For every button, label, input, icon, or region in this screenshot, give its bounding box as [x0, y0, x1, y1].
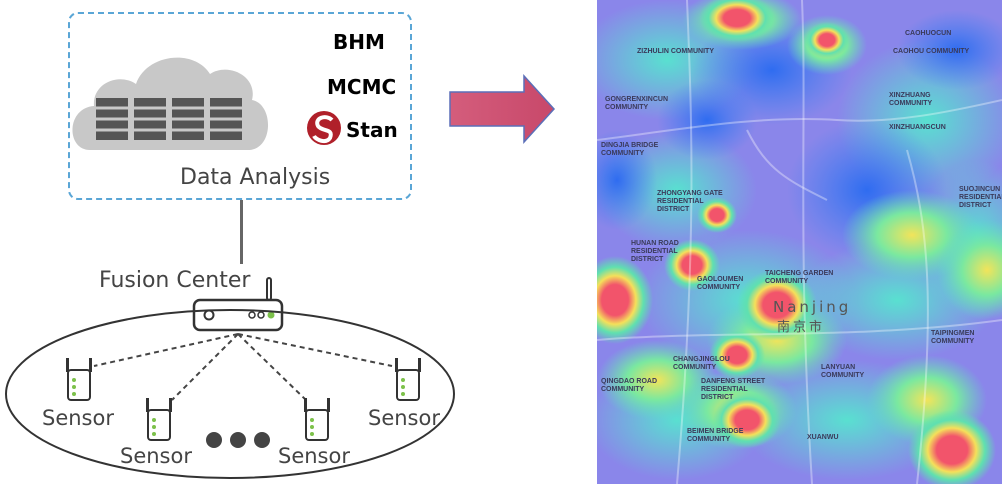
- tool-bhm: BHM: [333, 30, 385, 54]
- map-label: ZIZHULIN COMMUNITY: [637, 48, 714, 55]
- map-label: XUANWU: [807, 434, 839, 441]
- map-label: LANYUAN COMMUNITY: [821, 364, 865, 379]
- sensor-label: Sensor: [368, 406, 440, 430]
- map-label: GONGRENXINCUN COMMUNITY: [605, 96, 669, 111]
- cloud-icon: [72, 57, 269, 150]
- sensor-label: Sensor: [120, 444, 192, 468]
- map-label: CAOHOU COMMUNITY: [893, 48, 970, 55]
- sensor-icon: [146, 398, 172, 441]
- map-label: TAIPINGMEN COMMUNITY: [931, 330, 975, 345]
- sensor-icon: [304, 398, 330, 441]
- data-analysis-label: Data Analysis: [180, 165, 331, 190]
- map-label: DANFENG STREET RESIDENTIAL DISTRICT: [701, 378, 766, 401]
- map-label: BEIMEN BRIDGE COMMUNITY: [687, 428, 744, 443]
- stan-logo-icon: [307, 111, 341, 145]
- map-label: SUOJINCUN RESIDENTIAL DISTRICT: [959, 186, 1002, 209]
- router-icon: [192, 277, 284, 332]
- arrow-right-icon: [449, 74, 556, 144]
- heatmap-canvas: [597, 0, 1002, 484]
- fusion-center-label: Fusion Center: [99, 268, 251, 293]
- map-label: GAOLOUMEN COMMUNITY: [697, 276, 744, 291]
- tool-mcmc: MCMC: [327, 75, 397, 99]
- sensor-network: [5, 309, 455, 479]
- sensor-label: Sensor: [42, 406, 114, 430]
- heatmap: ZHONGYANG GATE RESIDENTIAL DISTRICT ZIZH…: [597, 0, 1002, 484]
- map-label: TAICHENG GARDEN COMMUNITY: [765, 270, 834, 285]
- tool-stan: Stan: [346, 118, 398, 142]
- map-label: HUNAN ROAD RESIDENTIAL DISTRICT: [631, 240, 679, 263]
- sensor-icon: [66, 358, 92, 401]
- map-city-label-cn: 南京市: [777, 320, 826, 335]
- map-label: ZHONGYANG GATE RESIDENTIAL DISTRICT: [657, 190, 723, 213]
- data-analysis-box: [68, 12, 412, 200]
- map-label: CAOHUOCUN: [905, 30, 952, 37]
- connector-line: [240, 200, 243, 264]
- map-label: DINGJIA BRIDGE COMMUNITY: [601, 142, 659, 157]
- map-city-label: Nanjing: [773, 298, 852, 316]
- map-label: QINGDAO ROAD COMMUNITY: [601, 378, 657, 393]
- map-label: CHANGJINGLOU COMMUNITY: [673, 356, 730, 371]
- sensor-icon: [395, 358, 421, 401]
- sensor-label: Sensor: [278, 444, 350, 468]
- map-label: XINZHUANG COMMUNITY: [889, 92, 933, 107]
- map-label: XINZHUANGCUN: [889, 124, 946, 131]
